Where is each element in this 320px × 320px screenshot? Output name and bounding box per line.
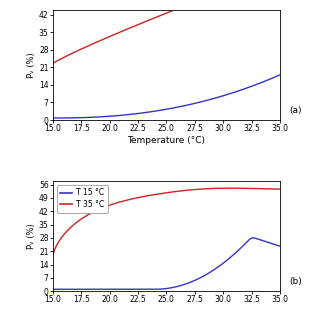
Text: (a): (a) (289, 106, 301, 115)
Legend: T 15 °C, T 35 °C: T 15 °C, T 35 °C (57, 185, 108, 212)
Y-axis label: Pᵥ (%): Pᵥ (%) (27, 223, 36, 249)
X-axis label: Temperature (°C): Temperature (°C) (127, 136, 205, 145)
Y-axis label: Pᵥ (%): Pᵥ (%) (27, 52, 36, 78)
Text: (b): (b) (289, 277, 302, 286)
